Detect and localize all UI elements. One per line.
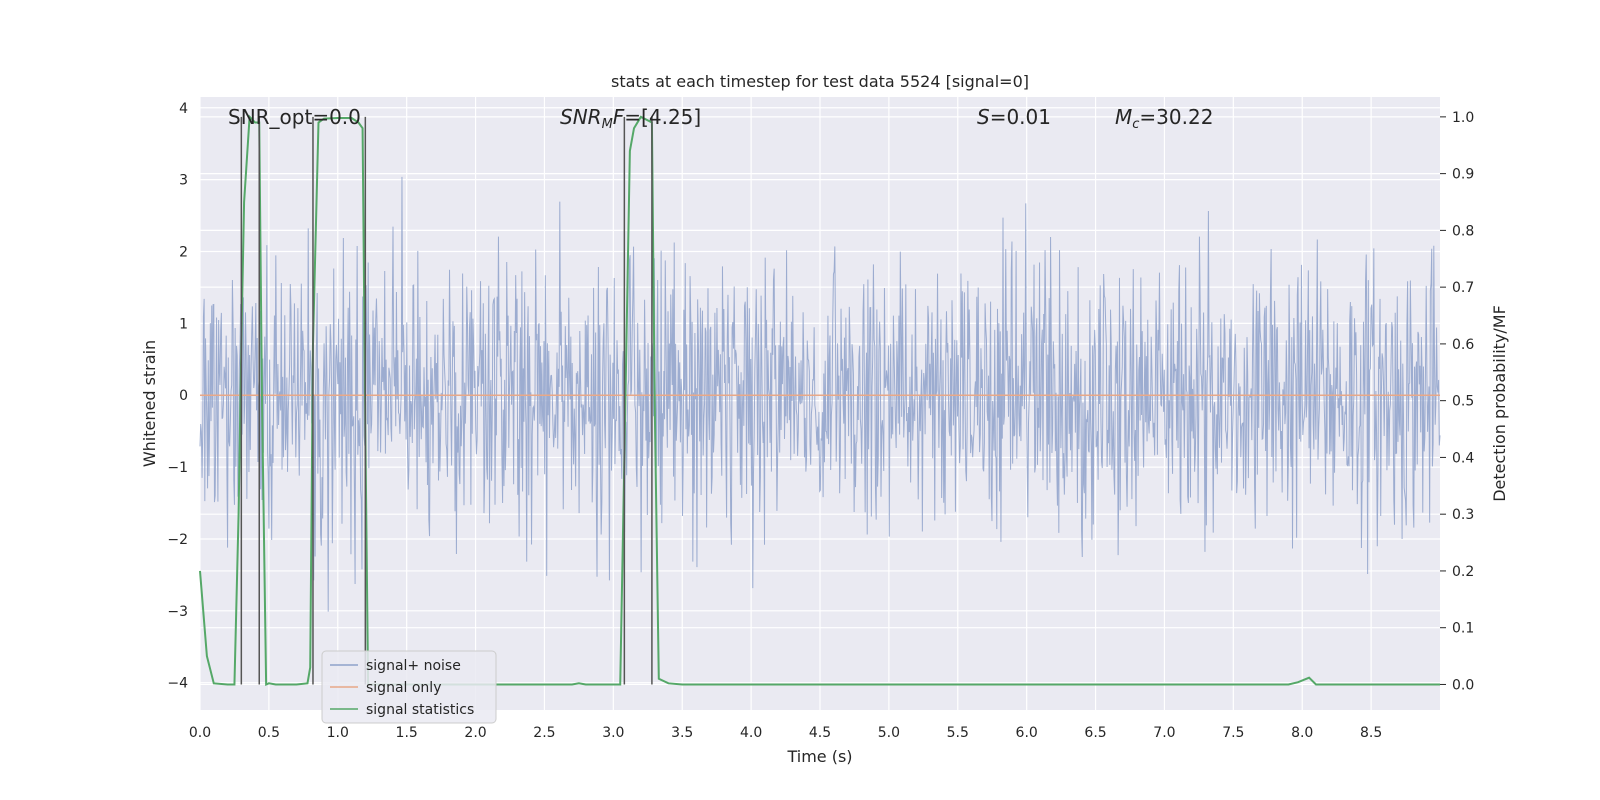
annotation-mc-value: =30.22 [1139, 105, 1213, 129]
y2-tick-label: 0.1 [1452, 621, 1474, 637]
annotation-snr-mf-value: =[4.25] [624, 105, 701, 129]
y-tick-label: 3 [179, 173, 188, 189]
x-tick-label: 5.5 [947, 725, 969, 741]
y2-tick-label: 0.3 [1452, 507, 1474, 523]
x-tick-label: 5.0 [878, 725, 900, 741]
legend-label-signal-only: signal only [366, 680, 441, 696]
chart-title: stats at each timestep for test data 552… [611, 72, 1029, 91]
vertical-markers [240, 116, 653, 685]
series-line-signal-noise [199, 176, 1441, 612]
x-tick-label: 8.5 [1360, 725, 1382, 741]
annotation-s: S=0.01 [977, 105, 1051, 129]
annotation-s-value: =0.01 [990, 105, 1051, 129]
annotation-snr-mf-italic-f: F [613, 105, 625, 129]
x-tick-label: 8.0 [1291, 725, 1313, 741]
x-tick-label: 3.0 [602, 725, 624, 741]
y2-axis-label: Detection probability/MF [1490, 305, 1509, 502]
y-tick-label: −2 [167, 532, 188, 548]
series-signal-noise [199, 176, 1441, 612]
x-tick-label: 0.0 [189, 725, 211, 741]
x-tick-label: 6.0 [1016, 725, 1038, 741]
x-tick-label: 6.5 [1084, 725, 1106, 741]
legend: signal+ noise signal only signal statist… [321, 650, 497, 724]
y-tick-label: 2 [179, 245, 188, 261]
annotation-snr-mf: SNRMF=[4.25] [560, 105, 701, 132]
x-tick-label: 0.5 [258, 725, 280, 741]
x-tick-label: 7.0 [1153, 725, 1175, 741]
y2-tick-label: 0.7 [1452, 280, 1474, 296]
y2-tick-label: 1.0 [1452, 110, 1474, 126]
y-tick-label: −3 [167, 604, 188, 620]
annotation-snr-mf-sub: M [602, 117, 613, 132]
y-tick-label: −1 [167, 460, 188, 476]
x-tick-label: 3.5 [671, 725, 693, 741]
x-tick-label: 4.5 [809, 725, 831, 741]
x-tick-labels: 0.0 0.5 1.0 1.5 2.0 2.5 3.0 3.5 4.0 4.5 5.0 5.5 6.0 6… [189, 725, 1382, 741]
annotation-snr-opt: SNR_opt=0.0 [228, 105, 361, 129]
annotation-mc-sub: c [1132, 117, 1139, 132]
annotation-mc-var: M [1115, 105, 1132, 129]
annotation-snr-mf-var: SNR [560, 105, 602, 129]
y2-tick-label: 0.2 [1452, 564, 1474, 580]
y-tick-label: 0 [179, 388, 188, 404]
x-tick-label: 4.0 [740, 725, 762, 741]
y2-tick-label: 0.9 [1452, 167, 1474, 183]
x-tick-label: 1.0 [327, 725, 349, 741]
y-tick-label: 1 [179, 316, 188, 332]
y2-tick-label: 0.4 [1452, 450, 1474, 466]
y2-tick-label: 0.8 [1452, 223, 1474, 239]
y2-tick-label: 0.5 [1452, 394, 1474, 410]
legend-box [321, 650, 497, 724]
x-axis-label: Time (s) [786, 747, 852, 766]
y-tick-labels: −4 −3 −2 −1 0 1 2 3 4 [167, 101, 188, 692]
y2-tick-label: 0.0 [1452, 677, 1474, 693]
y-axis-label: Whitened strain [140, 340, 159, 467]
y2-tick-label: 0.6 [1452, 337, 1474, 353]
y-tick-label: −4 [167, 676, 188, 692]
x-tick-label: 2.5 [533, 725, 555, 741]
x-tick-label: 7.5 [1222, 725, 1244, 741]
legend-label-signal-noise: signal+ noise [366, 658, 461, 674]
y2-tick-labels: 0.0 0.1 0.2 0.3 0.4 0.5 0.6 0.7 0.8 0.9 1.0 [1440, 110, 1474, 693]
annotation-mc: Mc=30.22 [1115, 105, 1213, 132]
y-tick-label: 4 [179, 101, 188, 117]
x-tick-label: 2.0 [464, 725, 486, 741]
annotation-s-var: S [977, 105, 990, 129]
legend-label-signal-statistics: signal statistics [366, 702, 474, 718]
x-tick-label: 1.5 [396, 725, 418, 741]
